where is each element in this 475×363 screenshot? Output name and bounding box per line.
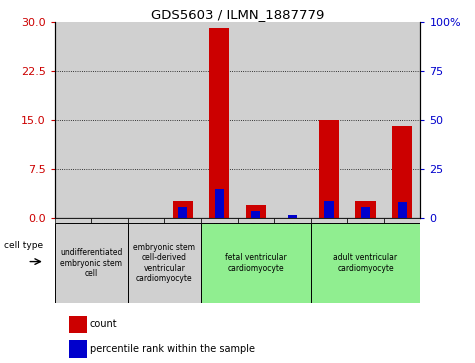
Bar xyxy=(69,315,87,333)
Bar xyxy=(274,218,311,223)
Bar xyxy=(311,223,420,303)
Bar xyxy=(347,218,384,223)
Bar xyxy=(311,218,347,223)
Bar xyxy=(347,22,384,218)
Bar xyxy=(201,223,311,303)
Bar xyxy=(251,211,260,218)
Bar xyxy=(55,223,128,303)
Bar xyxy=(238,22,274,218)
Bar xyxy=(201,218,238,223)
Bar xyxy=(311,22,347,218)
Text: embryonic stem
cell-derived
ventricular
cardiomyocyte: embryonic stem cell-derived ventricular … xyxy=(133,243,195,283)
Bar xyxy=(201,22,238,218)
Bar xyxy=(128,218,164,223)
Bar xyxy=(384,22,420,218)
Bar xyxy=(238,218,274,223)
Bar xyxy=(172,201,193,218)
Bar xyxy=(55,218,91,223)
Bar xyxy=(288,215,297,218)
Bar xyxy=(384,218,420,223)
Bar xyxy=(324,201,333,218)
Bar xyxy=(69,340,87,358)
Text: fetal ventricular
cardiomyocyte: fetal ventricular cardiomyocyte xyxy=(225,253,287,273)
Bar xyxy=(55,22,91,218)
Bar xyxy=(209,28,229,218)
Bar xyxy=(91,22,128,218)
Bar xyxy=(355,201,376,218)
Bar xyxy=(164,218,201,223)
Bar xyxy=(128,223,201,303)
Text: undifferentiated
embryonic stem
cell: undifferentiated embryonic stem cell xyxy=(60,248,123,278)
Text: cell type: cell type xyxy=(4,241,44,250)
Bar xyxy=(91,218,128,223)
Bar xyxy=(319,120,339,218)
Bar xyxy=(398,202,407,218)
Bar xyxy=(361,207,370,218)
Text: count: count xyxy=(90,319,117,329)
Title: GDS5603 / ILMN_1887779: GDS5603 / ILMN_1887779 xyxy=(151,8,324,21)
Text: percentile rank within the sample: percentile rank within the sample xyxy=(90,344,255,354)
Bar xyxy=(274,22,311,218)
Bar xyxy=(164,22,201,218)
Text: adult ventricular
cardiomyocyte: adult ventricular cardiomyocyte xyxy=(333,253,398,273)
Bar xyxy=(178,207,187,218)
Bar xyxy=(392,126,412,218)
Bar xyxy=(215,189,224,218)
Bar xyxy=(246,205,266,218)
Bar xyxy=(128,22,164,218)
